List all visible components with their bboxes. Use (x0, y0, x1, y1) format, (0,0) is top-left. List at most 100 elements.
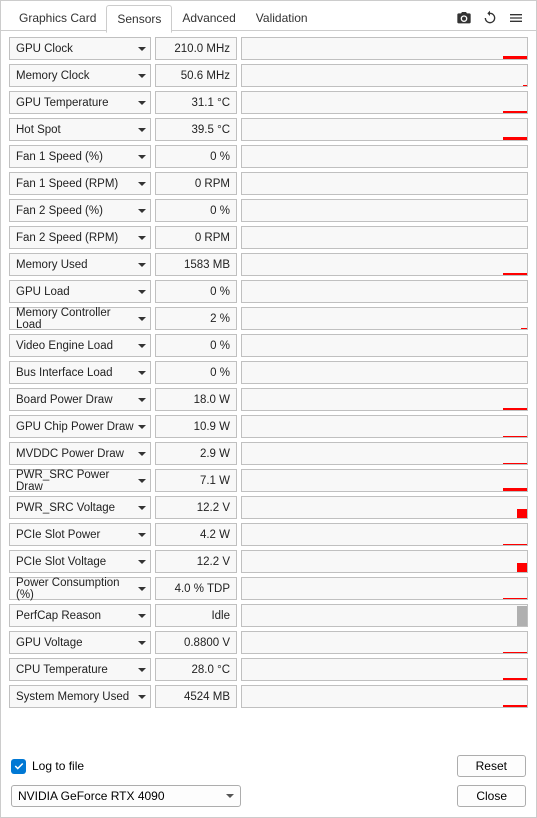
sensor-value: 2 % (155, 307, 237, 330)
sensor-label: GPU Temperature (16, 97, 108, 109)
tab-advanced[interactable]: Advanced (172, 5, 245, 33)
sensor-sparkline (241, 658, 528, 681)
sensor-name-dropdown[interactable]: PerfCap Reason (9, 604, 151, 627)
tab-bar: Graphics Card Sensors Advanced Validatio… (1, 1, 536, 31)
sensor-name-dropdown[interactable]: PWR_SRC Power Draw (9, 469, 151, 492)
chevron-down-icon (138, 47, 146, 51)
sensor-row: PCIe Slot Power 4.2 W (9, 523, 528, 546)
sensor-value: 7.1 W (155, 469, 237, 492)
sensor-name-dropdown[interactable]: Memory Clock (9, 64, 151, 87)
sensor-sparkline (241, 415, 528, 438)
sensor-label: Video Engine Load (16, 340, 113, 352)
sensor-sparkline (241, 91, 528, 114)
sensor-name-dropdown[interactable]: Memory Used (9, 253, 151, 276)
tab-sensors[interactable]: Sensors (106, 5, 172, 33)
sensor-label: CPU Temperature (16, 664, 108, 676)
sensor-name-dropdown[interactable]: Memory Controller Load (9, 307, 151, 330)
sensor-name-dropdown[interactable]: Fan 1 Speed (RPM) (9, 172, 151, 195)
sensor-value: 50.6 MHz (155, 64, 237, 87)
sensor-row: GPU Voltage0.8800 V (9, 631, 528, 654)
sensor-sparkline (241, 496, 528, 519)
sensor-row: Fan 1 Speed (RPM)0 RPM (9, 172, 528, 195)
sensor-value: 210.0 MHz (155, 37, 237, 60)
chevron-down-icon (138, 101, 146, 105)
sensor-sparkline (241, 145, 528, 168)
sensor-name-dropdown[interactable]: Fan 2 Speed (RPM) (9, 226, 151, 249)
close-button[interactable]: Close (457, 785, 526, 807)
checkbox-checked-icon (11, 759, 26, 774)
sensor-value: 12.2 V (155, 496, 237, 519)
sensor-sparkline (241, 253, 528, 276)
sensor-name-dropdown[interactable]: System Memory Used (9, 685, 151, 708)
sensor-row: Memory Controller Load2 % (9, 307, 528, 330)
sensor-sparkline (241, 361, 528, 384)
sensor-name-dropdown[interactable]: Power Consumption (%) (9, 577, 151, 600)
sensor-name-dropdown[interactable]: MVDDC Power Draw (9, 442, 151, 465)
sensor-sparkline (241, 37, 528, 60)
sensor-row: PWR_SRC Power Draw 7.1 W (9, 469, 528, 492)
chevron-down-icon (138, 263, 146, 267)
chevron-down-icon (138, 344, 146, 348)
sensor-label: PCIe Slot Voltage (16, 556, 106, 568)
sensor-sparkline (241, 685, 528, 708)
sensor-name-dropdown[interactable]: GPU Voltage (9, 631, 151, 654)
menu-icon[interactable] (508, 10, 524, 26)
tab-graphics-card[interactable]: Graphics Card (9, 5, 106, 33)
sensor-name-dropdown[interactable]: CPU Temperature (9, 658, 151, 681)
gpu-select[interactable]: NVIDIA GeForce RTX 4090 (11, 785, 241, 807)
tab-validation[interactable]: Validation (246, 5, 318, 33)
sensor-name-dropdown[interactable]: GPU Load (9, 280, 151, 303)
sensor-value: 0 % (155, 280, 237, 303)
sensor-row: PerfCap ReasonIdle (9, 604, 528, 627)
sensor-name-dropdown[interactable]: GPU Temperature (9, 91, 151, 114)
sensor-sparkline (241, 469, 528, 492)
sensor-sparkline (241, 64, 528, 87)
sensor-row: MVDDC Power Draw2.9 W (9, 442, 528, 465)
sensor-label: Hot Spot (16, 124, 61, 136)
sensors-panel: GPU Clock 210.0 MHzMemory Clock50.6 MHz GP… (1, 31, 536, 747)
sensor-value: 0 % (155, 145, 237, 168)
sensor-value: 0.8800 V (155, 631, 237, 654)
chevron-down-icon (138, 425, 146, 429)
sensor-label: PCIe Slot Power (16, 529, 100, 541)
sensor-name-dropdown[interactable]: Board Power Draw (9, 388, 151, 411)
chevron-down-icon (138, 290, 146, 294)
sensor-label: PWR_SRC Power Draw (16, 469, 138, 493)
sensor-value: Idle (155, 604, 237, 627)
sensor-name-dropdown[interactable]: Bus Interface Load (9, 361, 151, 384)
sensor-sparkline (241, 523, 528, 546)
sensor-sparkline (241, 172, 528, 195)
refresh-icon[interactable] (482, 10, 498, 26)
sensor-name-dropdown[interactable]: PWR_SRC Voltage (9, 496, 151, 519)
sensor-row: Bus Interface Load0 % (9, 361, 528, 384)
sensor-name-dropdown[interactable]: GPU Clock (9, 37, 151, 60)
log-to-file-checkbox[interactable]: Log to file (11, 759, 84, 774)
sensor-row: GPU Clock 210.0 MHz (9, 37, 528, 60)
sensor-name-dropdown[interactable]: Video Engine Load (9, 334, 151, 357)
sensor-sparkline (241, 442, 528, 465)
sensor-name-dropdown[interactable]: Fan 1 Speed (%) (9, 145, 151, 168)
gpu-select-value: NVIDIA GeForce RTX 4090 (18, 789, 165, 803)
sensor-sparkline (241, 577, 528, 600)
screenshot-icon[interactable] (456, 10, 472, 26)
sensor-label: GPU Load (16, 286, 70, 298)
sensor-name-dropdown[interactable]: PCIe Slot Voltage (9, 550, 151, 573)
chevron-down-icon (138, 398, 146, 402)
sensor-name-dropdown[interactable]: Hot Spot (9, 118, 151, 141)
sensor-name-dropdown[interactable]: PCIe Slot Power (9, 523, 151, 546)
reset-button[interactable]: Reset (457, 755, 526, 777)
sensor-row: GPU Chip Power Draw10.9 W (9, 415, 528, 438)
chevron-down-icon (138, 560, 146, 564)
chevron-down-icon (138, 695, 146, 699)
sensor-value: 0 % (155, 334, 237, 357)
sensor-name-dropdown[interactable]: Fan 2 Speed (%) (9, 199, 151, 222)
sensor-name-dropdown[interactable]: GPU Chip Power Draw (9, 415, 151, 438)
sensor-label: Power Consumption (%) (16, 577, 138, 601)
sensor-label: GPU Clock (16, 43, 73, 55)
sensor-row: CPU Temperature28.0 °C (9, 658, 528, 681)
sensor-value: 4.2 W (155, 523, 237, 546)
sensor-value: 2.9 W (155, 442, 237, 465)
chevron-down-icon (138, 479, 146, 483)
chevron-down-icon (138, 452, 146, 456)
sensor-value: 1583 MB (155, 253, 237, 276)
